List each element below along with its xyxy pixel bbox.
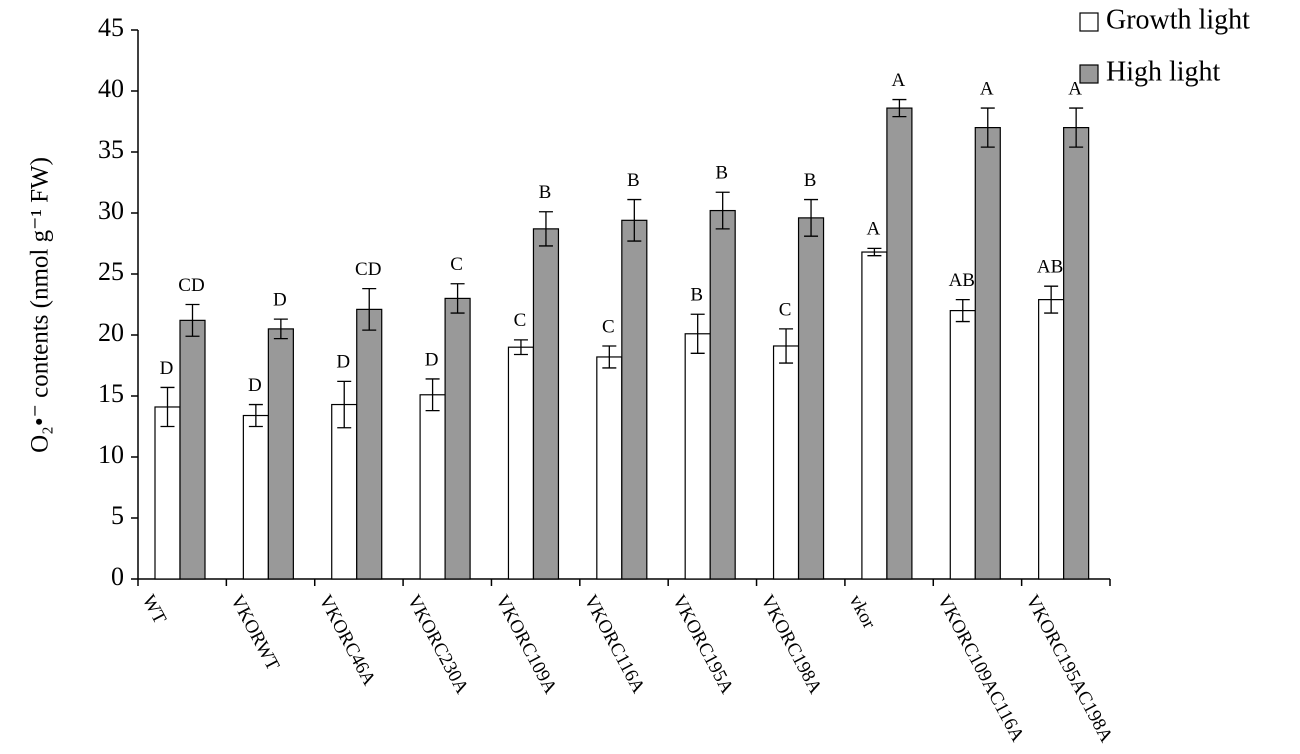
error-bar <box>867 247 882 257</box>
error-bar <box>690 313 705 354</box>
legend-swatch <box>1079 64 1099 84</box>
error-bar <box>1069 107 1084 148</box>
legend-label: Growth light <box>1106 4 1250 35</box>
significance-letter: CD <box>355 259 381 280</box>
legend-swatch <box>1079 12 1099 32</box>
y-tick-label: 0 <box>111 562 124 591</box>
significance-letter: A <box>980 78 994 99</box>
significance-letter: B <box>715 163 728 184</box>
x-tick-label: VKORC195AC198A <box>1021 592 1116 747</box>
significance-letter: B <box>690 285 703 306</box>
bar <box>886 107 913 580</box>
y-tick-label: 25 <box>98 257 124 286</box>
bar <box>861 251 888 580</box>
x-tick-label: vkor <box>845 592 880 633</box>
y-axis-title: O₂•⁻ contents (nmol g⁻¹ FW) <box>27 157 54 453</box>
y-tick-label: 15 <box>98 379 124 408</box>
bar <box>507 346 535 580</box>
x-tick-label: WT <box>138 592 171 628</box>
error-bar <box>450 283 465 314</box>
bar <box>949 310 976 580</box>
significance-letter: D <box>248 375 262 396</box>
x-tick-label: VKORC195A <box>668 592 738 698</box>
bar <box>444 297 471 580</box>
error-bar <box>715 191 730 230</box>
error-bar <box>538 211 553 247</box>
y-tick-label: 40 <box>98 74 124 103</box>
y-tick-label: 35 <box>98 135 124 164</box>
significance-letter: A <box>867 219 881 240</box>
significance-letter: D <box>160 358 174 379</box>
bar <box>179 319 206 580</box>
bar <box>772 345 800 580</box>
x-tick-label: VKORC109AC116A <box>933 592 1028 746</box>
bar <box>532 228 560 580</box>
x-tick-label: VKORC109A <box>491 592 561 698</box>
error-bar <box>804 198 819 237</box>
x-tick-label: VKORC46A <box>314 592 379 690</box>
bar <box>356 308 383 580</box>
error-bar <box>160 386 175 428</box>
bar <box>242 414 269 580</box>
significance-letter: A <box>1068 78 1082 99</box>
significance-letter: D <box>425 349 439 370</box>
x-tick-label: VKORWT <box>226 592 283 675</box>
bar <box>267 328 294 580</box>
significance-letter: AB <box>949 270 975 291</box>
bar <box>331 403 358 580</box>
bar <box>621 219 648 580</box>
significance-letter: B <box>627 170 640 191</box>
error-bar <box>337 380 352 429</box>
bar <box>1063 126 1090 580</box>
error-bar <box>627 198 642 242</box>
significance-letter: C <box>450 254 463 275</box>
x-tick-label: VKORC230A <box>403 592 473 698</box>
bar <box>974 126 1001 580</box>
error-bar <box>185 303 200 337</box>
y-tick-label: 10 <box>98 440 124 469</box>
significance-letter: C <box>514 310 527 331</box>
error-bar <box>425 378 440 412</box>
error-bar <box>273 318 288 340</box>
bar <box>709 209 736 580</box>
legend-label: High light <box>1106 56 1221 87</box>
error-bar <box>513 339 528 356</box>
error-bar <box>779 328 794 364</box>
significance-letter: C <box>779 299 792 320</box>
bar <box>596 356 623 580</box>
x-tick-label: VKORC116A <box>580 592 649 697</box>
error-bar <box>892 98 907 118</box>
bar <box>797 217 825 580</box>
bar <box>684 333 711 580</box>
error-bar <box>955 298 970 323</box>
error-bar <box>248 403 263 428</box>
error-bar <box>362 287 377 331</box>
error-bar <box>980 107 995 148</box>
significance-letter: C <box>602 316 615 337</box>
y-tick-label: 5 <box>111 501 124 530</box>
bar <box>154 406 181 580</box>
significance-letter: B <box>539 182 552 203</box>
significance-letter: CD <box>178 275 204 296</box>
significance-letter: D <box>273 289 287 310</box>
significance-letter: D <box>336 352 350 373</box>
y-tick-label: 20 <box>98 318 124 347</box>
significance-letter: AB <box>1037 257 1063 278</box>
bar <box>419 394 446 580</box>
x-tick-label: VKORC198A <box>756 592 826 698</box>
significance-letter: A <box>892 70 906 91</box>
y-tick-label: 45 <box>98 13 124 42</box>
significance-letter: B <box>804 170 817 191</box>
error-bar <box>602 345 617 369</box>
error-bar <box>1044 285 1059 314</box>
y-tick-label: 30 <box>98 196 124 225</box>
bar <box>1038 299 1065 580</box>
